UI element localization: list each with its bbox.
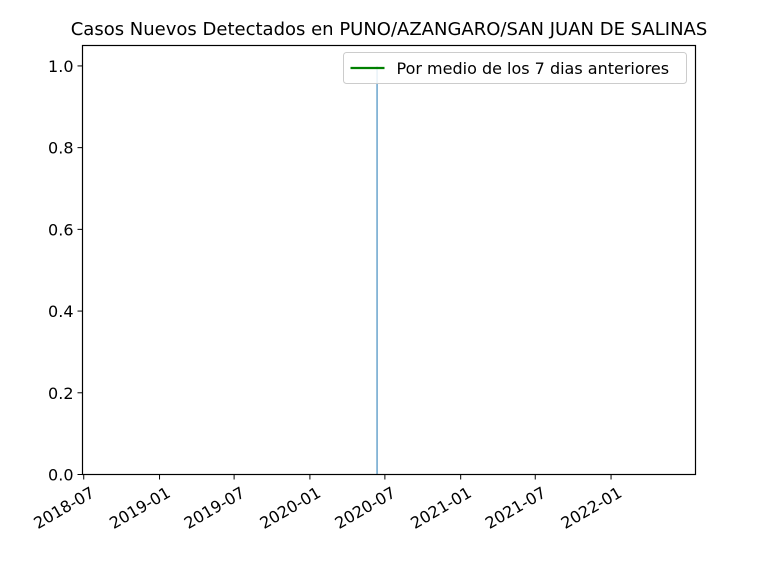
x-tick-label-5: 2021-01 bbox=[407, 483, 474, 533]
x-tick-label-6: 2021-07 bbox=[482, 483, 549, 533]
y-axis: 0.0 0.2 0.4 0.6 0.8 1.0 bbox=[48, 57, 83, 485]
y-tick-label-4: 0.8 bbox=[48, 139, 73, 158]
y-tick-label-0: 0.0 bbox=[48, 466, 73, 485]
legend-box bbox=[343, 52, 687, 84]
legend: Por medio de los 7 dias anteriores bbox=[343, 52, 687, 84]
y-tick-label-2: 0.4 bbox=[48, 302, 73, 321]
x-axis: 2018-07 2019-01 2019-07 2020-01 2020-07 2021-… bbox=[30, 474, 625, 533]
x-tick-label-4: 2020-07 bbox=[331, 483, 398, 533]
y-tick-label-3: 0.6 bbox=[48, 220, 73, 239]
y-tick-label-5: 1.0 bbox=[48, 57, 73, 76]
legend-label-0: Por medio de los 7 dias anteriores bbox=[397, 59, 670, 78]
x-tick-label-0: 2018-07 bbox=[30, 483, 97, 533]
x-tick-label-2: 2019-07 bbox=[181, 483, 248, 533]
x-tick-label-1: 2019-01 bbox=[106, 483, 173, 533]
x-tick-label-7: 2022-01 bbox=[558, 483, 625, 533]
chart-title: Casos Nuevos Detectados en PUNO/AZANGARO… bbox=[71, 19, 708, 40]
plot-marks bbox=[376, 65, 378, 475]
bar-0-0 bbox=[376, 65, 378, 475]
x-tick-label-3: 2020-01 bbox=[257, 483, 324, 533]
plot-frame bbox=[81, 44, 697, 476]
y-tick-label-1: 0.2 bbox=[48, 384, 73, 403]
